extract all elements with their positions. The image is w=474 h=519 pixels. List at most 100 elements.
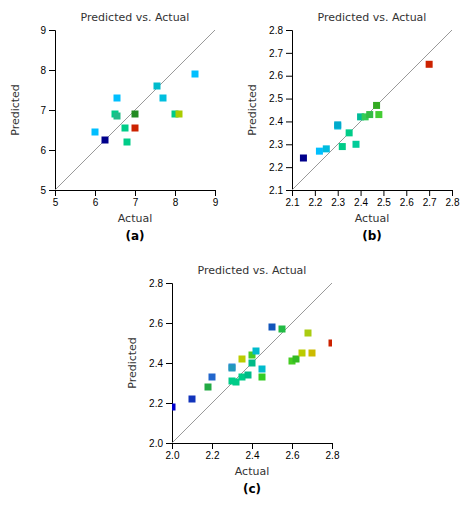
- tick-label: 2.0: [149, 438, 163, 449]
- axis-line: [173, 444, 333, 450]
- point: [192, 71, 199, 78]
- tick-mark: [383, 190, 384, 196]
- plot-area: [172, 283, 332, 443]
- tick-label: 2.8: [269, 25, 283, 36]
- tick: 2.8: [446, 190, 460, 208]
- tick-label: 2.7: [269, 48, 283, 59]
- point: [329, 340, 333, 347]
- point: [334, 121, 341, 128]
- tick: 2.8: [269, 25, 292, 36]
- point: [205, 384, 212, 391]
- tick-label: 9: [213, 197, 219, 208]
- tick-label: 2.1: [286, 197, 300, 208]
- tick-label: 9: [40, 25, 46, 36]
- tick-mark: [315, 190, 316, 196]
- tick: 2.0: [166, 443, 180, 461]
- tick-mark: [166, 323, 172, 324]
- tick-label: 2.2: [269, 162, 283, 173]
- tick: 2.4: [354, 190, 368, 208]
- tick-label: 2.4: [246, 450, 260, 461]
- tick: 2.2: [149, 398, 172, 409]
- point: [259, 374, 266, 381]
- y-axis: 56789: [40, 25, 55, 196]
- tick: 2.5: [377, 190, 391, 208]
- point: [316, 148, 323, 155]
- tick-mark: [215, 190, 216, 196]
- point: [239, 356, 246, 363]
- plot-area: [55, 30, 215, 190]
- point: [154, 83, 161, 90]
- tick: 2.2: [308, 190, 322, 208]
- point: [373, 102, 380, 109]
- point: [426, 61, 433, 68]
- tick-label: 2.6: [400, 197, 414, 208]
- tick: 2.6: [269, 70, 292, 81]
- tick-label: 2.2: [206, 450, 220, 461]
- sublabel: (a): [125, 229, 144, 243]
- point: [132, 111, 139, 118]
- tick: 2.3: [269, 139, 292, 150]
- tick-mark: [361, 190, 362, 196]
- point: [259, 366, 266, 373]
- title: Predicted vs. Actual: [198, 264, 307, 277]
- tick: 6: [40, 145, 55, 156]
- point: [375, 111, 382, 118]
- point: [353, 141, 360, 148]
- tick-label: 2.8: [326, 450, 340, 461]
- tick-mark: [286, 76, 292, 77]
- tick-mark: [135, 190, 136, 196]
- point: [114, 95, 121, 102]
- point: [293, 356, 300, 363]
- tick-label: 2.8: [446, 197, 460, 208]
- tick: 2.8: [149, 278, 172, 289]
- tick-mark: [286, 190, 292, 191]
- subplot: 5678956789Predicted vs. ActualActualPred…: [9, 11, 219, 243]
- point: [176, 111, 183, 118]
- title: Predicted vs. Actual: [318, 11, 427, 24]
- tick-mark: [429, 190, 430, 196]
- x-axis: 2.12.22.32.42.52.62.72.8: [286, 190, 460, 208]
- tick-label: 2.6: [286, 450, 300, 461]
- axis-line: [166, 284, 173, 444]
- reference-line: [292, 30, 452, 190]
- tick-mark: [49, 150, 55, 151]
- tick-label: 5: [40, 185, 46, 196]
- tick: 2.4: [269, 116, 292, 127]
- point: [300, 155, 307, 162]
- point: [279, 326, 286, 333]
- point: [132, 125, 139, 132]
- point: [309, 350, 316, 357]
- x-axis-title: Actual: [355, 212, 389, 225]
- tick: 2.6: [149, 318, 172, 329]
- tick-mark: [332, 443, 333, 449]
- axis-line: [56, 191, 216, 197]
- subplot: 2.02.22.42.62.82.02.22.42.62.8Predicted …: [126, 264, 340, 496]
- tick-mark: [175, 190, 176, 196]
- point: [114, 113, 121, 120]
- tick: 2.5: [269, 93, 292, 104]
- tick-mark: [286, 167, 292, 168]
- tick: 2.1: [286, 190, 300, 208]
- tick-mark: [95, 190, 96, 196]
- tick-mark: [286, 53, 292, 54]
- title: Predicted vs. Actual: [81, 11, 190, 24]
- tick-label: 2.5: [269, 93, 283, 104]
- x-axis-title: Actual: [118, 212, 152, 225]
- tick-label: 8: [40, 65, 46, 76]
- sublabel: (c): [243, 482, 261, 496]
- tick-mark: [286, 121, 292, 122]
- tick-label: 2.3: [269, 139, 283, 150]
- x-axis: 56789: [53, 190, 219, 208]
- tick-label: 2.6: [149, 318, 163, 329]
- x-axis: 2.0 2.2 2.4 2.6 2.8: [166, 443, 340, 461]
- tick-mark: [292, 443, 293, 449]
- tick-label: 2.6: [269, 70, 283, 81]
- tick-mark: [338, 190, 339, 196]
- reference-line: [172, 283, 332, 443]
- tick-label: 5: [53, 197, 59, 208]
- point: [366, 111, 373, 118]
- tick: 9: [213, 190, 219, 208]
- tick: 9: [40, 25, 55, 36]
- tick-mark: [212, 443, 213, 449]
- figure: 5678956789Predicted vs. ActualActualPred…: [0, 0, 474, 519]
